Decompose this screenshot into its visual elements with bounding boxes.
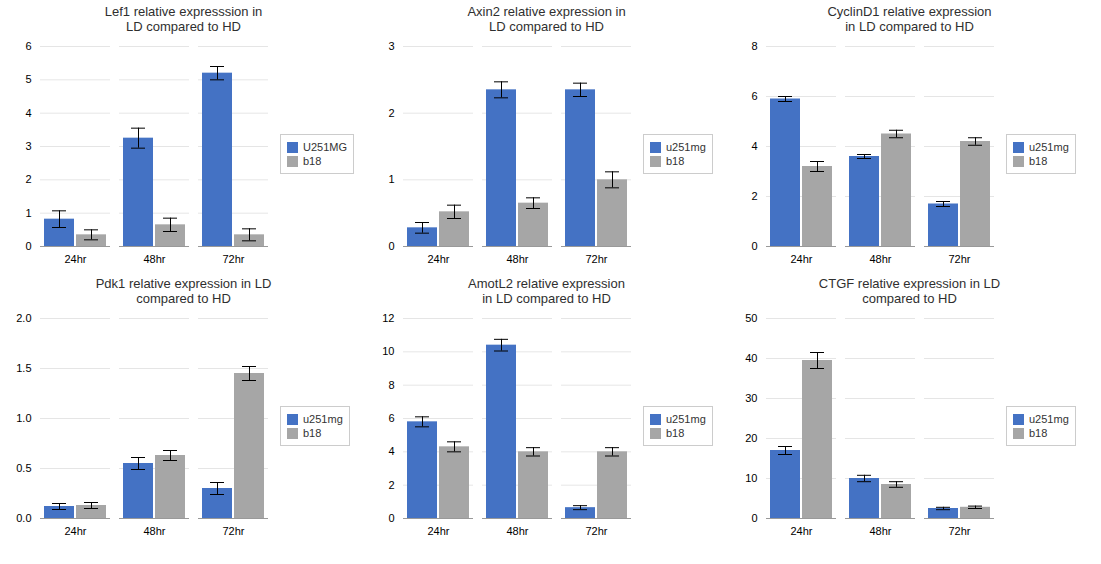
svg-text:2.0: 2.0	[16, 312, 31, 324]
svg-text:2: 2	[751, 190, 757, 202]
svg-text:1: 1	[388, 173, 394, 185]
svg-text:4: 4	[751, 140, 757, 152]
html-text:CyclinD1 relative expression i: CyclinD1 relative expression in LD compa…	[827, 4, 992, 34]
svg-text:24hr: 24hr	[790, 525, 812, 537]
svg-text:0: 0	[751, 240, 757, 252]
svg-text:30: 30	[745, 392, 757, 404]
svg-text:3: 3	[25, 140, 31, 152]
html-text:b18: b18	[666, 155, 685, 167]
svg-text:48hr: 48hr	[869, 525, 891, 537]
svg-text:72hr: 72hr	[948, 525, 970, 537]
svg-text:6: 6	[25, 40, 31, 52]
svg-text:24hr: 24hr	[790, 253, 812, 265]
svg-text:24hr: 24hr	[427, 525, 449, 537]
svg-text:50: 50	[745, 312, 757, 324]
html-text:u251mg: u251mg	[1029, 413, 1069, 425]
svg-text:2: 2	[388, 479, 394, 491]
svg-text:72hr: 72hr	[948, 253, 970, 265]
html-text:b18: b18	[1029, 155, 1048, 167]
svg-text:20: 20	[745, 432, 757, 444]
svg-text:10: 10	[382, 345, 394, 357]
svg-text:0: 0	[25, 240, 31, 252]
svg-text:1.0: 1.0	[16, 412, 31, 424]
svg-text:0: 0	[388, 512, 394, 524]
html-text:Axin2 relative expression in L: Axin2 relative expression in LD compared…	[467, 4, 626, 34]
svg-text:48hr: 48hr	[143, 525, 165, 537]
svg-text:2: 2	[388, 107, 394, 119]
html-text:u251mg: u251mg	[666, 141, 706, 153]
svg-text:72hr: 72hr	[222, 525, 244, 537]
html-text:U251MG: U251MG	[303, 141, 347, 153]
html-text:b18: b18	[303, 155, 322, 167]
html-text:b18: b18	[303, 427, 322, 439]
html-text:Lef1 relative expresssion in L: Lef1 relative expresssion in LD compared…	[104, 4, 263, 34]
svg-text:72hr: 72hr	[222, 253, 244, 265]
svg-text:2: 2	[25, 173, 31, 185]
svg-text:8: 8	[751, 40, 757, 52]
html-text:u251mg: u251mg	[666, 413, 706, 425]
html-text:b18: b18	[666, 427, 685, 439]
svg-text:1: 1	[25, 207, 31, 219]
svg-text:48hr: 48hr	[143, 253, 165, 265]
svg-text:6: 6	[751, 90, 757, 102]
html-text:u251mg: u251mg	[303, 413, 343, 425]
svg-text:6: 6	[388, 412, 394, 424]
svg-text:8: 8	[388, 379, 394, 391]
svg-text:24hr: 24hr	[64, 253, 86, 265]
svg-text:0.0: 0.0	[16, 512, 31, 524]
html-text:Pdk1 relative expression in LD: Pdk1 relative expression in LD compared …	[95, 276, 272, 306]
svg-text:12: 12	[382, 312, 394, 324]
svg-text:24hr: 24hr	[427, 253, 449, 265]
svg-text:48hr: 48hr	[506, 253, 528, 265]
svg-text:72hr: 72hr	[585, 525, 607, 537]
svg-text:48hr: 48hr	[506, 525, 528, 537]
svg-text:48hr: 48hr	[869, 253, 891, 265]
html-text:u251mg: u251mg	[1029, 141, 1069, 153]
svg-text:5: 5	[25, 73, 31, 85]
svg-text:4: 4	[25, 107, 31, 119]
html-text:CTGF relative expression in LD: CTGF relative expression in LD compared …	[818, 276, 1001, 306]
svg-text:24hr: 24hr	[64, 525, 86, 537]
svg-text:72hr: 72hr	[585, 253, 607, 265]
svg-text:0: 0	[751, 512, 757, 524]
html-text:b18: b18	[1029, 427, 1048, 439]
svg-text:0: 0	[388, 240, 394, 252]
svg-text:3: 3	[388, 40, 394, 52]
html-text:AmotL2 relative expression in: AmotL2 relative expression in LD compare…	[468, 276, 625, 306]
svg-text:4: 4	[388, 445, 394, 457]
svg-text:1.5: 1.5	[16, 362, 31, 374]
svg-text:0.5: 0.5	[16, 462, 31, 474]
svg-text:40: 40	[745, 352, 757, 364]
svg-text:10: 10	[745, 472, 757, 484]
